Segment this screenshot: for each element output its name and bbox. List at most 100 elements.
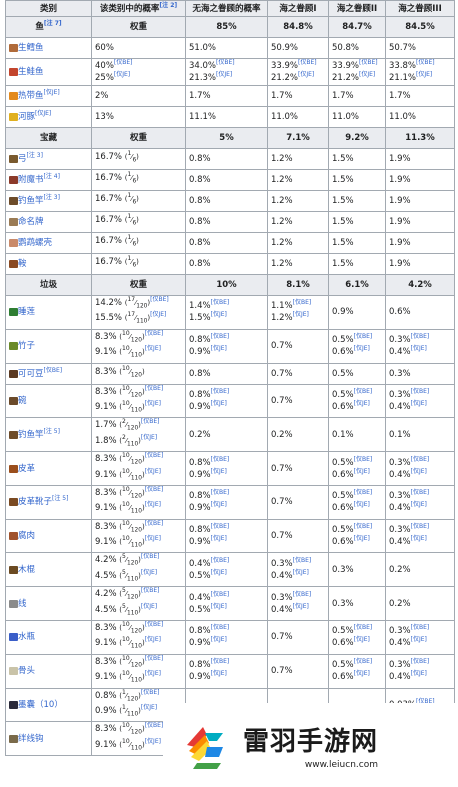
item-link[interactable]: 热带鱼 [18, 91, 44, 101]
footnote-link[interactable]: [仅BE] [144, 654, 164, 662]
footnote-link[interactable]: [仅BE] [113, 59, 133, 66]
footnote-link[interactable]: [仅BE] [150, 296, 169, 303]
item-link[interactable]: 木棍 [18, 564, 36, 575]
footnote-link[interactable]: [仅BE] [210, 590, 230, 598]
item-link[interactable]: 钓鱼竿 [18, 196, 44, 206]
footnote-link[interactable]: [仅BE] [359, 59, 378, 66]
footnote-link[interactable]: [仅JE] [144, 399, 161, 407]
footnote-link[interactable]: [仅BE] [216, 59, 235, 66]
footnote-link[interactable]: [仅JE] [353, 467, 370, 475]
item-link[interactable]: 可可豆 [18, 368, 44, 379]
footnote-link[interactable]: [仅JE] [292, 568, 309, 576]
footnote-link[interactable]: [仅BE] [353, 455, 373, 463]
footnote-link[interactable]: [仅JE] [210, 399, 227, 407]
footnote-link[interactable]: [仅JE] [210, 568, 227, 576]
footnote-link[interactable]: [仅BE] [410, 523, 430, 531]
footnote-link[interactable]: [仅BE] [292, 590, 312, 598]
item-link[interactable]: 皮革靴子 [18, 497, 53, 508]
footnote-link[interactable]: [仅JE] [144, 501, 161, 509]
footnote-link[interactable]: [仅BE] [210, 299, 230, 307]
footnote-link[interactable]: [仅BE] [353, 387, 373, 395]
footnote-link[interactable]: [仅BE] [210, 658, 230, 666]
footnote-link[interactable]: [仅JE] [298, 71, 315, 78]
footnote-link[interactable]: [仅BE] [140, 553, 160, 561]
footnote-link[interactable]: [仅BE] [144, 329, 164, 337]
footnote-link[interactable]: [仅BE] [410, 387, 430, 395]
item-link[interactable]: 水瓶 [18, 632, 36, 643]
footnote-link[interactable]: [仅JE] [410, 535, 427, 543]
footnote-link[interactable]: [注 3] [43, 194, 60, 201]
footnote-link[interactable]: [仅JE] [43, 89, 60, 96]
footnote-link[interactable]: [仅JE] [410, 345, 427, 353]
footnote-link[interactable]: [仅JE] [210, 467, 227, 475]
item-link[interactable]: 弓 [18, 154, 27, 164]
footnote-link[interactable]: [仅BE] [210, 556, 230, 564]
footnote-link[interactable]: [仅BE] [140, 688, 160, 696]
footnote-link[interactable]: [仅BE] [416, 697, 435, 705]
footnote-link[interactable]: [仅JE] [144, 636, 161, 644]
footnote-link[interactable]: [仅JE] [210, 501, 227, 509]
footnote-link[interactable]: [仅JE] [35, 110, 52, 117]
item-link[interactable]: 线 [18, 598, 27, 609]
footnote-link[interactable]: [仅BE] [43, 366, 63, 374]
footnote-link[interactable]: [仅JE] [353, 670, 370, 678]
footnote-link[interactable]: [仅BE] [410, 489, 430, 497]
footnote-link[interactable]: [仅JE] [410, 399, 427, 407]
footnote-link[interactable]: [仅JE] [410, 467, 427, 475]
footnote-link[interactable]: [仅BE] [410, 658, 430, 666]
footnote-link[interactable]: [仅JE] [359, 71, 376, 78]
footnote-link[interactable]: [仅JE] [210, 535, 227, 543]
footnote-link[interactable]: [注 7] [43, 20, 62, 27]
footnote-link[interactable]: [仅JE] [292, 311, 309, 319]
footnote-link[interactable]: [仅BE] [144, 384, 164, 392]
item-link[interactable]: 绊线钩 [18, 733, 44, 744]
footnote-link[interactable]: [仅BE] [140, 418, 160, 426]
footnote-link[interactable]: [仅JE] [140, 568, 158, 576]
item-link[interactable]: 生鲑鱼 [18, 67, 44, 77]
footnote-link[interactable]: [仅BE] [410, 333, 430, 341]
footnote-link[interactable]: [仅JE] [410, 670, 427, 678]
footnote-link[interactable]: [仅BE] [210, 333, 230, 341]
footnote-link[interactable]: [仅BE] [140, 587, 160, 595]
footnote-link[interactable]: [仅JE] [144, 737, 161, 745]
footnote-link[interactable]: [仅JE] [353, 501, 370, 509]
footnote-link[interactable]: [仅BE] [144, 621, 164, 629]
item-link[interactable]: 竹子 [18, 341, 36, 352]
footnote-link[interactable]: [仅BE] [353, 624, 373, 632]
footnote-link[interactable]: [仅JE] [210, 636, 227, 644]
item-link[interactable]: 碗 [18, 395, 27, 406]
footnote-link[interactable]: [仅BE] [144, 485, 164, 493]
footnote-link[interactable]: [仅JE] [140, 433, 158, 441]
footnote-link[interactable]: [仅BE] [292, 299, 312, 307]
item-link[interactable]: 骨头 [18, 666, 36, 677]
item-link[interactable]: 附魔书 [18, 175, 44, 185]
footnote-link[interactable]: [仅BE] [353, 658, 373, 666]
footnote-link[interactable]: [仅BE] [410, 624, 430, 632]
item-link[interactable]: 生鳕鱼 [18, 43, 44, 53]
footnote-link[interactable]: [仅JE] [416, 71, 433, 78]
item-link[interactable]: 墨囊（10） [18, 699, 63, 710]
footnote-link[interactable]: [注 5] [52, 495, 69, 503]
footnote-link[interactable]: [仅BE] [353, 489, 373, 497]
footnote-link[interactable]: [仅JE] [216, 71, 233, 78]
footnote-link[interactable]: [仅BE] [210, 624, 230, 632]
footnote-link[interactable]: [仅BE] [353, 333, 373, 341]
footnote-link[interactable]: [仅JE] [410, 501, 427, 509]
item-link[interactable]: 命名牌 [18, 217, 44, 227]
footnote-link[interactable]: [仅BE] [416, 59, 435, 66]
footnote-link[interactable]: [仅BE] [353, 523, 373, 531]
item-link[interactable]: 皮革 [18, 463, 36, 474]
footnote-link[interactable]: [仅BE] [144, 722, 164, 730]
item-link[interactable]: 河豚 [18, 112, 36, 122]
footnote-link[interactable]: [仅JE] [353, 345, 370, 353]
item-link[interactable]: 睡莲 [18, 307, 36, 318]
item-link[interactable]: 钓鱼竿 [18, 429, 44, 440]
footnote-link[interactable]: [仅JE] [353, 399, 370, 407]
footnote-link[interactable]: [仅JE] [144, 670, 161, 678]
footnote-link[interactable]: [仅BE] [210, 489, 230, 497]
item-link[interactable]: 鞍 [18, 259, 27, 269]
footnote-link[interactable]: [仅JE] [144, 535, 161, 543]
footnote-link[interactable]: [仅JE] [292, 602, 309, 610]
footnote-link[interactable]: [注 4] [43, 173, 60, 180]
footnote-link[interactable]: [注 3] [26, 152, 43, 159]
